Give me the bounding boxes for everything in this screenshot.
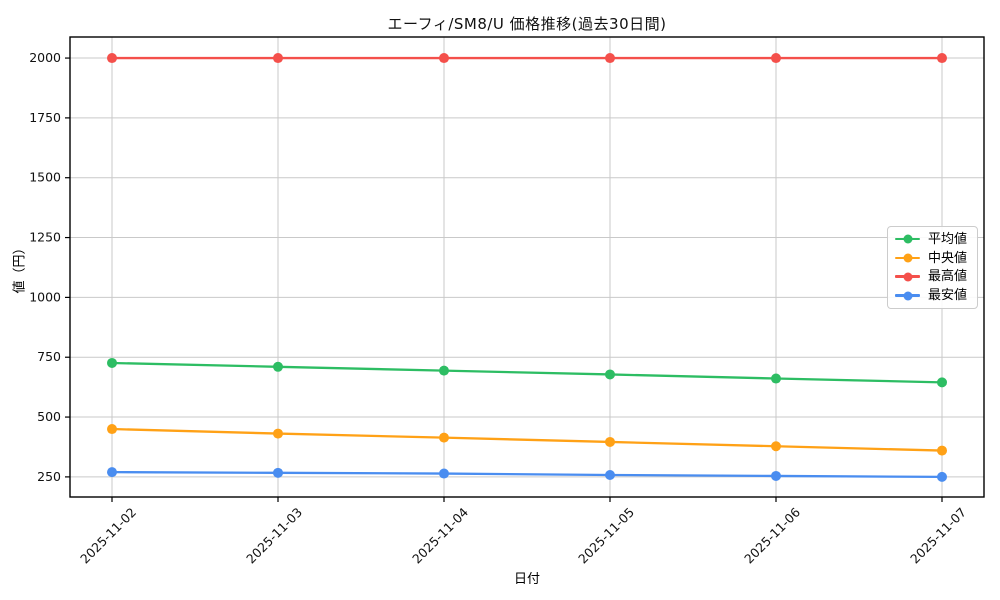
x-tick-label: 2025-11-02 bbox=[77, 505, 139, 567]
data-point-1 bbox=[605, 436, 615, 447]
data-point-0 bbox=[107, 357, 117, 368]
data-point-1 bbox=[107, 424, 117, 435]
x-tick-label: 2025-11-06 bbox=[741, 504, 803, 566]
data-point-0 bbox=[771, 373, 781, 384]
legend-label-max: 最高値 bbox=[928, 269, 968, 285]
x-tick-label: 2025-11-04 bbox=[409, 504, 471, 566]
data-point-0 bbox=[605, 369, 615, 380]
data-point-1 bbox=[937, 445, 947, 456]
data-point-3 bbox=[937, 471, 947, 482]
legend-item-max: 最高値 bbox=[895, 270, 973, 283]
data-point-2 bbox=[273, 53, 283, 64]
legend-label-median: 中央値 bbox=[928, 250, 968, 266]
legend-item-median: 中央値 bbox=[895, 252, 973, 265]
y-tick-label: 750 bbox=[37, 349, 61, 364]
y-tick-label: 250 bbox=[37, 469, 61, 484]
y-tick-label: 1500 bbox=[29, 170, 61, 185]
data-point-2 bbox=[771, 53, 781, 64]
legend-item-min: 最安値 bbox=[895, 289, 973, 302]
data-point-0 bbox=[937, 377, 947, 388]
y-tick-label: 500 bbox=[37, 409, 61, 424]
data-point-2 bbox=[605, 53, 615, 64]
legend-item-average: 平均値 bbox=[895, 233, 973, 246]
data-point-3 bbox=[273, 467, 283, 478]
data-point-1 bbox=[273, 428, 283, 439]
data-point-1 bbox=[771, 441, 781, 452]
legend: 平均値 中央値 最高値 最安値 bbox=[887, 226, 978, 309]
chart-title: エーフィ/SM8/U 価格推移(過去30日間) bbox=[387, 15, 667, 33]
legend-swatch-average bbox=[895, 234, 920, 245]
legend-swatch-median bbox=[895, 253, 920, 264]
x-axis-label: 日付 bbox=[513, 572, 540, 587]
legend-label-average: 平均値 bbox=[928, 231, 968, 247]
data-point-3 bbox=[107, 467, 117, 478]
data-point-0 bbox=[273, 361, 283, 372]
data-point-3 bbox=[605, 469, 615, 480]
series-line-1 bbox=[110, 427, 944, 452]
legend-swatch-max bbox=[895, 271, 920, 282]
x-tick-label: 2025-11-03 bbox=[243, 505, 305, 567]
data-point-2 bbox=[937, 53, 947, 64]
y-tick-label: 1750 bbox=[29, 110, 61, 125]
data-point-2 bbox=[107, 53, 117, 64]
data-point-3 bbox=[439, 468, 449, 479]
y-tick-label: 2000 bbox=[29, 50, 61, 65]
x-tick-label: 2025-11-07 bbox=[907, 505, 969, 567]
data-point-3 bbox=[771, 470, 781, 481]
data-point-1 bbox=[439, 432, 449, 443]
y-tick-label: 1000 bbox=[29, 289, 61, 304]
y-tick-label: 1250 bbox=[29, 230, 61, 245]
data-point-0 bbox=[439, 365, 449, 376]
series-line-3 bbox=[110, 470, 944, 479]
plot-border bbox=[69, 36, 985, 498]
x-tick-label: 2025-11-05 bbox=[575, 505, 637, 567]
data-point-2 bbox=[439, 53, 449, 64]
legend-swatch-min bbox=[895, 290, 920, 301]
series-line-0 bbox=[110, 361, 944, 384]
legend-label-min: 最安値 bbox=[928, 288, 968, 304]
